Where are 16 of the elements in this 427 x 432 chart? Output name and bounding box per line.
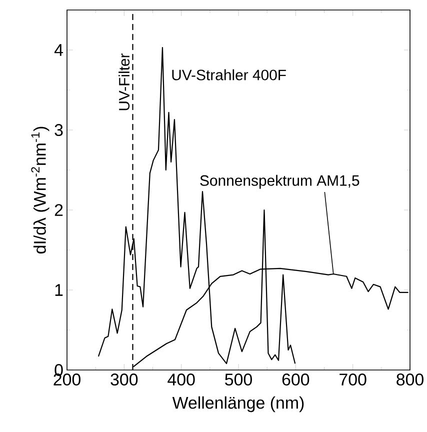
x-axis-title: Wellenlänge (nm): [172, 396, 304, 412]
ref-line-label: UV-Filter: [118, 53, 130, 110]
x-tick-label: 800: [396, 374, 424, 386]
x-tick-label: 500: [225, 374, 252, 386]
y-tick-label: 4: [54, 44, 63, 56]
x-tick-label: 300: [110, 374, 138, 386]
x-tick-label: 700: [340, 374, 366, 386]
y-tick-label: 2: [54, 204, 63, 216]
y-axis-title: dI/dλ (Wm$^{-2}$nm$^{-1}$): [31, 126, 50, 254]
y-tick-label: 1: [55, 284, 63, 296]
text: Sonnenspektrum AM1,5: [200, 174, 360, 189]
x-tick-label: 400: [168, 374, 195, 386]
series-label: UV-Strahler 400F: [172, 69, 286, 80]
y-tick-label: 3: [54, 124, 63, 136]
x-tick-label: 600: [282, 374, 310, 386]
x-tick-label: 200: [54, 374, 80, 386]
